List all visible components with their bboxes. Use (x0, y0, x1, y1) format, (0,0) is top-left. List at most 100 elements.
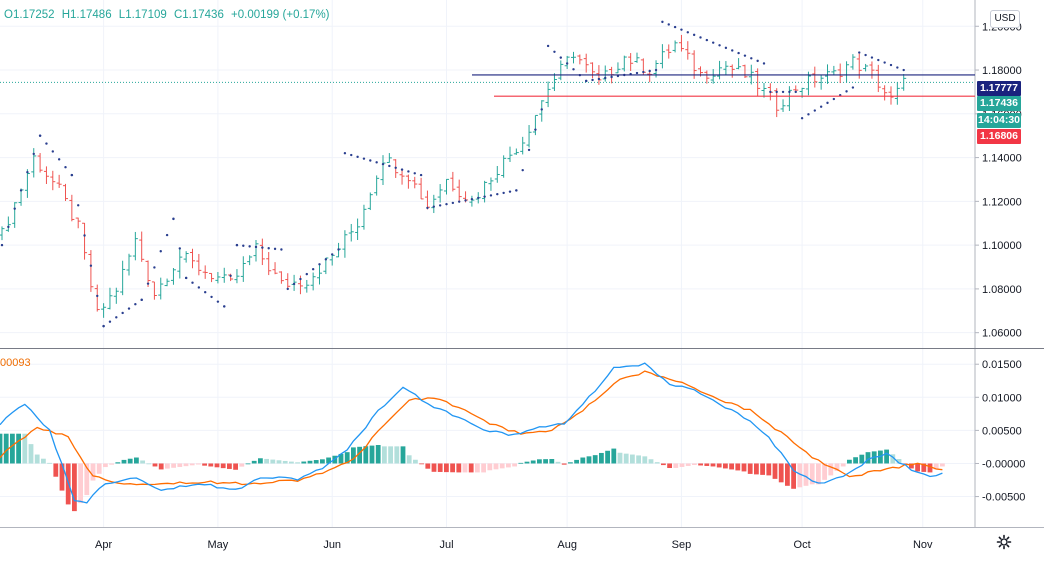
histogram-bar (685, 463, 691, 466)
low-value: L1.17109 (118, 9, 167, 21)
candle (844, 61, 850, 83)
sar-dot (781, 90, 785, 94)
sar-dot (610, 75, 613, 79)
candle (621, 55, 627, 72)
sar-dot (235, 243, 239, 247)
histogram-bar (227, 463, 232, 469)
sar-dot (438, 204, 442, 207)
ohlc-readout: O1.17252 H1.17486 L1.17109 C1.17436 +0.0… (4, 9, 334, 21)
sar-dot (648, 69, 651, 73)
candle (558, 60, 564, 81)
sar-dot (686, 31, 689, 34)
histogram-bar (927, 463, 933, 473)
candle (729, 64, 735, 78)
sar-dot (483, 195, 486, 198)
candle (685, 41, 691, 60)
histogram-bar (363, 446, 369, 464)
sar-dot (432, 205, 435, 208)
sar-dot (521, 168, 524, 172)
candle (831, 65, 837, 76)
candle (672, 40, 678, 53)
candle (190, 248, 195, 269)
candle (399, 170, 405, 185)
candle (863, 63, 869, 72)
candle (139, 231, 145, 262)
histogram-bar (233, 463, 238, 470)
x-tick-label: Jul (439, 539, 453, 551)
sar-dot (477, 196, 480, 200)
candle (666, 44, 672, 59)
histogram-bar (152, 463, 158, 467)
histogram-bar (90, 463, 96, 481)
histogram-bar (239, 463, 245, 467)
gear-icon[interactable] (996, 534, 1012, 550)
candle (94, 284, 100, 312)
sar-dot (350, 153, 353, 157)
candle (329, 254, 335, 266)
candle (850, 54, 856, 70)
histogram-bar (115, 462, 121, 464)
x-tick-label: Jun (323, 539, 341, 551)
sar-dot (394, 166, 397, 169)
sar-dot (858, 51, 861, 54)
candle (348, 223, 354, 242)
histogram-bar (760, 463, 765, 475)
histogram-bar (667, 463, 672, 469)
sar-dot (191, 281, 194, 284)
sar-dot (661, 20, 664, 24)
sar-dot (356, 155, 359, 159)
sar-dot (515, 189, 518, 192)
histogram-bar (549, 459, 555, 464)
histogram-bar (134, 457, 139, 464)
candle (412, 176, 418, 189)
currency-button[interactable]: USD (990, 10, 1020, 28)
histogram-bar (816, 463, 821, 485)
histogram-bar (127, 458, 133, 464)
sar-dot (845, 90, 848, 93)
sar-dot (197, 286, 201, 289)
candle (234, 269, 240, 284)
histogram-bar (890, 454, 896, 464)
sar-dot (654, 68, 658, 72)
candle (164, 278, 170, 287)
candle (837, 63, 843, 84)
candle (678, 34, 684, 52)
candle (24, 169, 30, 198)
histogram-bar (611, 448, 617, 464)
histogram-bar (276, 460, 282, 464)
histogram-bar (723, 463, 728, 469)
histogram-bar (400, 446, 406, 464)
histogram-bar (183, 463, 189, 467)
histogram-bar (3, 433, 9, 464)
sar-dot (337, 248, 340, 251)
histogram-bar (630, 454, 635, 464)
candle (444, 178, 449, 195)
sar-dot (553, 50, 556, 53)
histogram-bar (772, 463, 778, 479)
sar-dot (870, 56, 874, 59)
histogram-bar (177, 463, 183, 467)
candle (901, 74, 907, 91)
histogram-bar (313, 460, 319, 464)
histogram-bar (301, 461, 307, 464)
grid-lines (0, 0, 975, 527)
histogram-bar (450, 463, 455, 473)
candle (615, 62, 621, 74)
histogram-bar (537, 459, 542, 464)
histogram-bar (735, 463, 741, 471)
sar-dot (724, 46, 728, 50)
candle (247, 255, 253, 266)
histogram-bar (264, 458, 269, 464)
candle (69, 194, 75, 222)
candle (374, 175, 380, 196)
sar-dot (89, 264, 93, 267)
sar-dot (369, 159, 372, 162)
histogram-bar (530, 460, 536, 464)
sar-dot (223, 305, 226, 308)
histogram-bar (369, 445, 375, 464)
histogram-bar (692, 463, 697, 465)
sar-dot (210, 295, 213, 299)
sar-dot (896, 66, 899, 69)
histogram-bar (580, 457, 586, 464)
histogram-bar (282, 460, 288, 464)
